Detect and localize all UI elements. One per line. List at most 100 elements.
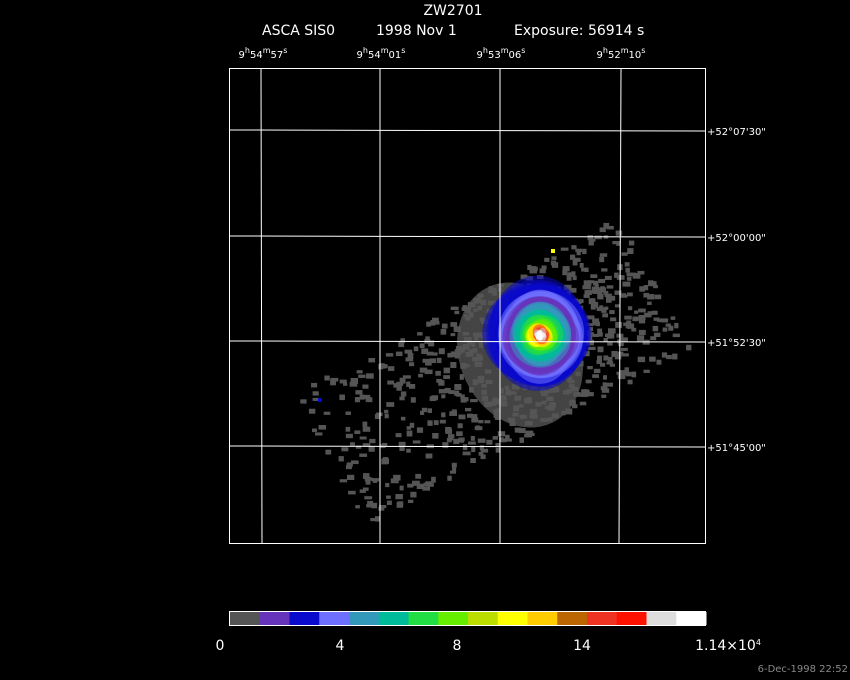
pixel [587,235,594,241]
pixel [492,436,498,440]
pixel [662,327,668,332]
pixel [397,501,404,507]
pixel [638,315,646,321]
pixel [602,313,609,318]
pixel [362,443,371,447]
pixel [407,352,414,359]
title: ZW2701 [423,3,482,19]
pixel [670,316,676,320]
pixel [577,299,582,305]
pixel [627,379,633,385]
pixel [648,280,654,287]
pixel [419,343,425,349]
pixel [383,458,390,464]
pixel [365,481,371,485]
pixel [432,352,438,356]
pixel [462,444,468,451]
pixel [448,390,455,395]
ra-label: 9h54m57s [239,46,288,61]
pixel [597,355,603,362]
pixel [599,256,605,263]
pixel [350,442,355,446]
pixel [446,437,452,443]
pixel [582,248,587,255]
pixel [567,272,576,277]
pixel [497,431,506,437]
pixel [652,325,659,332]
pixel [409,384,416,389]
pixel [454,390,460,396]
pixel [362,487,369,491]
pixel [588,238,596,242]
date: 1998 Nov 1 [376,23,457,39]
pixel [399,485,404,491]
superscript: h [245,46,250,55]
pixel [339,394,345,401]
pixel [433,420,439,426]
pixel [650,336,657,341]
pixel [381,443,388,447]
pixel [448,434,455,438]
pixel [587,366,593,370]
pixel [465,407,472,412]
pixel [599,227,606,233]
pixel [592,374,599,378]
pixel [426,321,431,327]
pixel [603,355,609,361]
pixel [362,384,369,389]
superscript: 4 [756,638,761,647]
pixel [345,433,353,439]
pixel [449,411,458,416]
superscript: m [263,46,271,55]
pixel [627,292,633,297]
pixel [631,327,637,332]
pixel [599,305,604,312]
pixel [624,367,629,372]
pixel [450,351,459,357]
pixel [348,490,356,495]
pixel [600,386,608,390]
colorbar-swatch [230,612,261,625]
pixel [388,366,395,371]
superscript: m [381,46,389,55]
xray-image [300,222,692,522]
pixel [330,379,336,386]
pixel [315,432,323,436]
pixel [594,283,599,289]
pixel [406,381,411,387]
pixel [365,397,373,403]
pixel [431,395,439,401]
pixel [364,496,373,500]
pixel [395,494,403,500]
pixel [581,389,589,395]
pixel [643,285,649,291]
pixel [626,276,632,281]
superscript: s [283,46,287,55]
pixel [355,390,363,395]
pixel [579,401,587,406]
pixel [422,486,431,491]
pixel [617,351,624,357]
pixel [593,280,599,286]
pixel [478,420,484,424]
colorbar-label: 4 [336,638,345,654]
pixel [471,414,478,419]
pixel [562,270,568,276]
pixel [601,307,607,313]
label-part: 4 [336,638,345,654]
pixel [572,404,578,409]
pixel [530,432,535,437]
pixel [572,259,578,266]
pixel [541,265,547,270]
pixel [597,291,603,298]
timestamp: 6-Dec-1998 22:52 [758,664,848,675]
pixel [562,266,570,272]
ra-grid-line [618,68,622,544]
colorbar-label: 8 [453,638,462,654]
superscript: h [483,46,488,55]
colorbar-swatch [468,612,499,625]
pixel [400,391,407,397]
pixel [386,402,395,407]
pixel [421,348,429,354]
superscript: h [603,46,608,55]
